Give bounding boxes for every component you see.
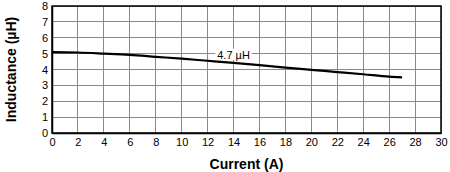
x-tick-label: 16 (254, 136, 266, 148)
y-tick: 5 (42, 48, 52, 60)
x-tick-label: 2 (75, 136, 81, 148)
x-tick-label: 0 (49, 136, 55, 148)
series-label: 4.7 µH (217, 49, 250, 61)
y-tick: 6 (42, 32, 52, 44)
x-tick-label: 10 (176, 136, 188, 148)
x-tick-label: 28 (409, 136, 421, 148)
y-tick-label: 4 (42, 64, 48, 76)
y-tick: 3 (42, 79, 52, 91)
x-tick: 10 (176, 133, 188, 148)
chart: 0246810121416182022242628300123456784.7 … (0, 0, 450, 172)
y-grid-line (52, 21, 441, 22)
y-grid-line (52, 37, 441, 38)
y-grid-line (52, 101, 441, 102)
x-tick: 8 (153, 133, 159, 148)
x-tick: 0 (49, 133, 55, 148)
y-tick: 4 (42, 64, 52, 76)
x-tick-label: 4 (101, 136, 107, 148)
x-tick-label: 18 (280, 136, 292, 148)
y-grid-line (52, 85, 441, 86)
x-tick: 22 (332, 133, 344, 148)
y-axis-title: Inductance (µH) (3, 17, 19, 122)
y-tick: 8 (42, 0, 52, 12)
x-tick-label: 12 (202, 136, 214, 148)
x-tick-label: 20 (306, 136, 318, 148)
grid (52, 6, 441, 133)
x-tick: 26 (384, 133, 396, 148)
x-tick: 4 (101, 133, 107, 148)
y-tick: 7 (42, 16, 52, 28)
x-tick: 16 (254, 133, 266, 148)
y-tick-label: 5 (42, 48, 48, 60)
y-tick: 0 (42, 127, 52, 139)
y-tick-label: 7 (42, 16, 48, 28)
x-tick-label: 24 (358, 136, 370, 148)
x-tick: 20 (306, 133, 318, 148)
y-tick-label: 1 (42, 111, 48, 123)
x-tick: 30 (435, 133, 447, 148)
plot: 0246810121416182022242628300123456784.7 … (42, 0, 448, 148)
x-tick: 14 (228, 133, 240, 148)
x-tick-label: 6 (127, 136, 133, 148)
x-tick: 24 (358, 133, 370, 148)
x-axis-title: Current (A) (210, 156, 284, 172)
y-axis: 0 1 2 3 4 5 6 7 8 (42, 0, 53, 139)
y-tick: 1 (42, 111, 52, 123)
y-tick-label: 6 (42, 32, 48, 44)
y-tick-label: 0 (42, 127, 48, 139)
y-tick-label: 3 (42, 79, 48, 91)
y-tick-label: 2 (42, 95, 48, 107)
series-label-background (215, 49, 252, 60)
y-grid-line (52, 117, 441, 118)
y-grid-line (52, 69, 441, 70)
x-tick: 2 (75, 133, 81, 148)
y-tick: 2 (42, 95, 52, 107)
x-tick-label: 8 (153, 136, 159, 148)
x-axis: 024681012141618202224262830 (49, 133, 447, 148)
plot-frame (52, 6, 441, 133)
x-tick: 12 (202, 133, 214, 148)
x-tick: 28 (409, 133, 421, 148)
x-tick-label: 14 (228, 136, 240, 148)
x-tick: 6 (127, 133, 133, 148)
plot-background (52, 6, 441, 133)
x-tick-label: 30 (435, 136, 447, 148)
x-tick-label: 26 (384, 136, 396, 148)
x-tick-label: 22 (332, 136, 344, 148)
y-tick-label: 8 (42, 0, 48, 12)
x-tick: 18 (280, 133, 292, 148)
